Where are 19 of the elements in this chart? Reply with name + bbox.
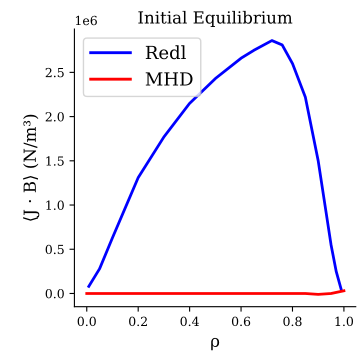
y-tick-label: 2.0 xyxy=(46,112,64,122)
line-series xyxy=(87,39,343,292)
chart-title: Initial Equilibrium xyxy=(138,10,292,27)
x-tick-label: 0.0 xyxy=(78,316,96,326)
legend-label: MHD xyxy=(146,72,192,86)
y-axis-title: ⟨J · B⟩ (N/m³) xyxy=(23,114,40,221)
y-tick-label: 0.5 xyxy=(46,244,64,254)
x-tick-label: 0.6 xyxy=(232,316,250,326)
x-tick-label: 0.2 xyxy=(129,316,147,326)
y-tick-label: 1.0 xyxy=(46,200,64,210)
x-tick-label: 1.0 xyxy=(335,316,354,326)
text: 1e6 xyxy=(76,16,97,26)
y-tick-label: 0.0 xyxy=(46,288,64,298)
x-axis-title: ρ xyxy=(211,338,220,350)
x-tick-label: 0.4 xyxy=(180,316,199,326)
y-tick-label: 2.5 xyxy=(46,68,64,78)
legend-label: Redl xyxy=(146,45,186,60)
y-tick-label: 1.5 xyxy=(46,156,64,166)
x-tick-label: 0.8 xyxy=(283,316,302,326)
